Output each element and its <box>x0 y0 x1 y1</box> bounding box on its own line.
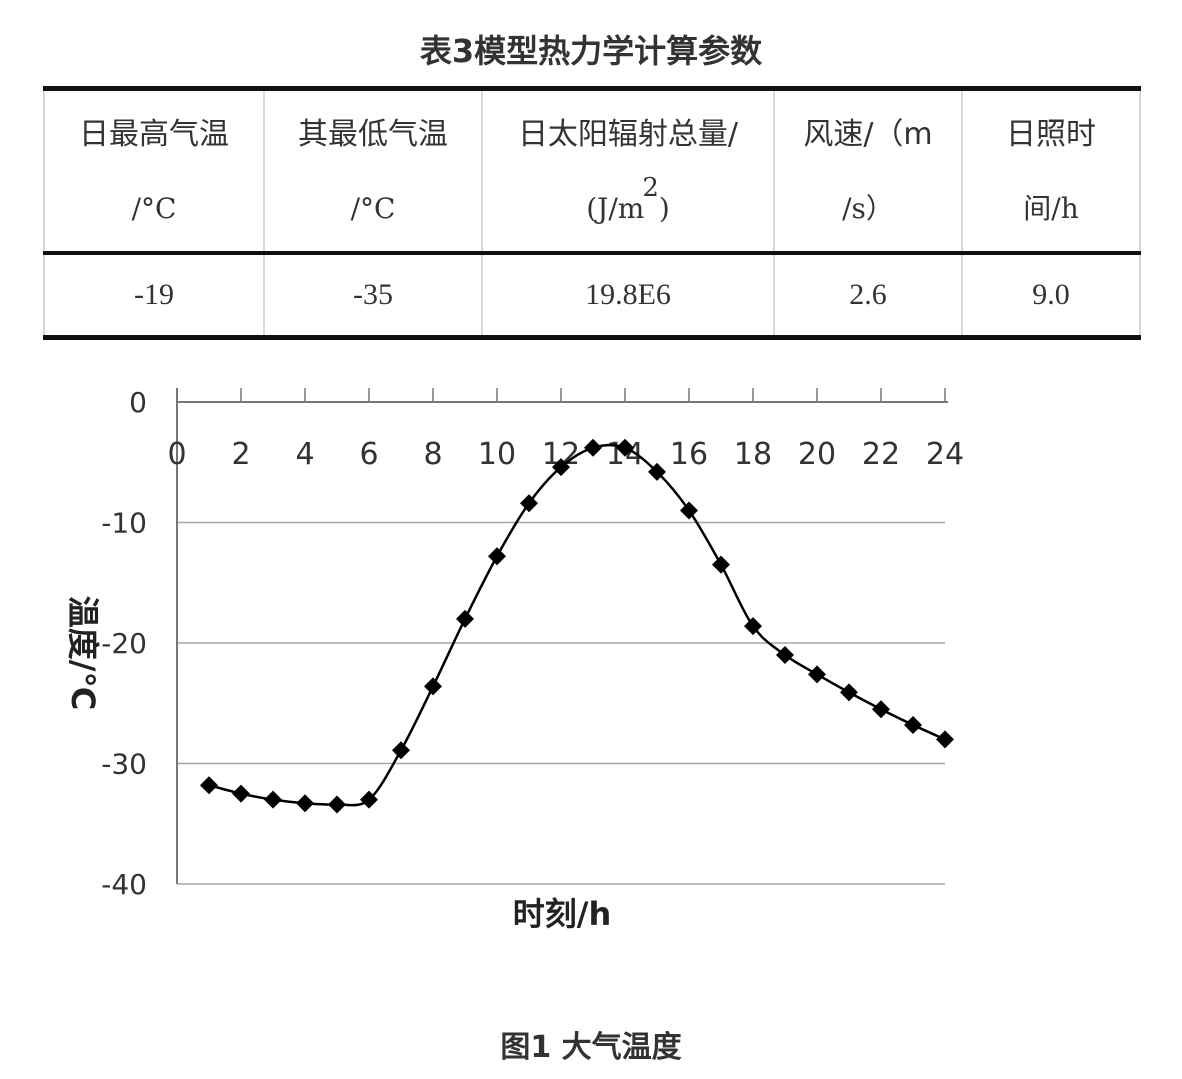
cell-sunshine-hours: 9.0 <box>961 253 1141 338</box>
data-point <box>488 547 506 566</box>
x-tick-label: 2 <box>231 437 250 472</box>
header-unit: /s） <box>842 192 894 225</box>
header-min-temp: 其最低气温 /°C <box>263 88 483 253</box>
data-point <box>520 494 538 513</box>
data-point <box>712 555 730 574</box>
x-tick-label: 8 <box>423 437 442 472</box>
data-point <box>904 715 922 734</box>
header-solar-radiation: 日太阳辐射总量/ (J/m2) <box>481 88 775 253</box>
data-point <box>648 462 666 481</box>
x-tick-label: 0 <box>167 437 186 472</box>
header-wind-speed: 风速/（m /s） <box>773 88 963 253</box>
x-tick-label: 22 <box>862 437 900 472</box>
x-tick-label: 20 <box>798 437 836 472</box>
x-tick-label: 6 <box>359 437 378 472</box>
header-unit: /°C <box>350 192 396 225</box>
header-sunshine-hours: 日照时 间/h <box>961 88 1141 253</box>
y-axis-label: 温度/℃ <box>64 596 102 710</box>
temperature-chart: 0246810121416182022240-10-20-30-40温度/℃时刻… <box>64 386 964 933</box>
data-point <box>584 438 602 457</box>
header-max-temp: 日最高气温 /°C <box>43 88 265 253</box>
y-tick-label: -30 <box>101 748 147 781</box>
data-point <box>776 646 794 665</box>
unit-prefix: (J/m <box>586 191 645 225</box>
data-point <box>424 677 442 696</box>
data-point <box>264 790 282 809</box>
y-tick-label: -20 <box>101 627 147 660</box>
data-point <box>232 784 250 803</box>
table-caption: 表3模型热力学计算参数 <box>419 32 763 70</box>
table-row: -19 -35 19.8E6 2.6 9.0 <box>43 253 1141 338</box>
data-point <box>808 665 826 684</box>
figure-caption: 图1 大气温度 <box>500 1030 682 1065</box>
x-tick-label: 16 <box>670 437 708 472</box>
table-header-row: 日最高气温 /°C 其最低气温 /°C 日太阳辐射总量/ (J/m2) 风速/（… <box>43 88 1141 253</box>
data-point <box>616 438 634 457</box>
data-point <box>872 700 890 719</box>
data-point <box>296 794 314 813</box>
data-point <box>360 790 378 809</box>
header-label: 其最低气温 <box>298 117 448 152</box>
header-unit: 间/h <box>1023 192 1079 225</box>
x-tick-label: 24 <box>926 437 964 472</box>
data-point <box>744 617 762 636</box>
data-point <box>680 501 698 520</box>
data-point <box>200 776 218 795</box>
data-point <box>552 458 570 477</box>
header-label: 日照时 <box>1006 117 1096 152</box>
header-unit: (J/m2) <box>483 173 773 246</box>
series-line <box>208 443 946 807</box>
header-unit: /°C <box>131 192 177 225</box>
x-axis-label: 时刻/h <box>513 895 611 933</box>
y-tick-label: 0 <box>129 386 147 419</box>
data-point <box>936 730 954 749</box>
cell-solar-radiation: 19.8E6 <box>481 253 775 338</box>
header-label: 日太阳辐射总量/ <box>517 116 739 152</box>
cell-wind-speed: 2.6 <box>773 253 963 338</box>
parameters-table: 日最高气温 /°C 其最低气温 /°C 日太阳辐射总量/ (J/m2) 风速/（… <box>43 86 1141 340</box>
data-point <box>392 741 410 760</box>
unit-superscript: 2 <box>642 172 659 203</box>
data-point <box>328 795 346 814</box>
y-tick-label: -10 <box>101 507 147 540</box>
cell-max-temp: -19 <box>43 253 265 338</box>
header-label: 风速/（m <box>803 117 933 152</box>
cell-min-temp: -35 <box>263 253 483 338</box>
x-tick-label: 18 <box>734 437 772 472</box>
x-tick-label: 10 <box>478 437 516 472</box>
y-tick-label: -40 <box>101 868 147 901</box>
data-point <box>456 609 474 628</box>
unit-suffix: ) <box>658 191 670 225</box>
header-label: 日最高气温 <box>79 117 229 152</box>
data-point <box>840 683 858 702</box>
x-tick-label: 4 <box>295 437 314 472</box>
